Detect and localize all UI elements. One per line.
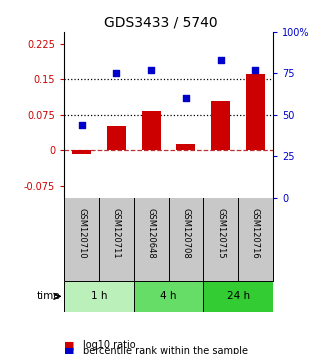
Text: ■: ■: [64, 340, 75, 350]
Point: [183, 95, 188, 101]
Text: GDS3433 / 5740: GDS3433 / 5740: [104, 16, 217, 30]
Text: GSM120710: GSM120710: [77, 208, 86, 258]
Text: percentile rank within the sample: percentile rank within the sample: [83, 346, 248, 354]
Bar: [64, 281, 134, 312]
Bar: [211, 101, 230, 150]
Bar: [142, 112, 161, 150]
Text: GSM120716: GSM120716: [251, 208, 260, 258]
Text: 1 h: 1 h: [91, 291, 107, 301]
Bar: [203, 281, 273, 312]
Bar: [176, 144, 195, 150]
Text: GSM120708: GSM120708: [181, 208, 190, 258]
Text: ■: ■: [64, 346, 75, 354]
Point: [218, 57, 223, 63]
Point: [253, 67, 258, 73]
Bar: [107, 126, 126, 150]
Bar: [134, 281, 203, 312]
Text: GSM120711: GSM120711: [112, 208, 121, 258]
Text: GSM120715: GSM120715: [216, 208, 225, 258]
Bar: [72, 150, 91, 154]
Text: time: time: [36, 291, 60, 301]
Text: log10 ratio: log10 ratio: [83, 340, 136, 350]
Text: GSM120648: GSM120648: [147, 208, 156, 258]
Text: 4 h: 4 h: [160, 291, 177, 301]
Text: 24 h: 24 h: [227, 291, 250, 301]
Point: [79, 122, 84, 127]
Bar: [246, 74, 265, 150]
Point: [149, 67, 154, 73]
Point: [114, 70, 119, 76]
